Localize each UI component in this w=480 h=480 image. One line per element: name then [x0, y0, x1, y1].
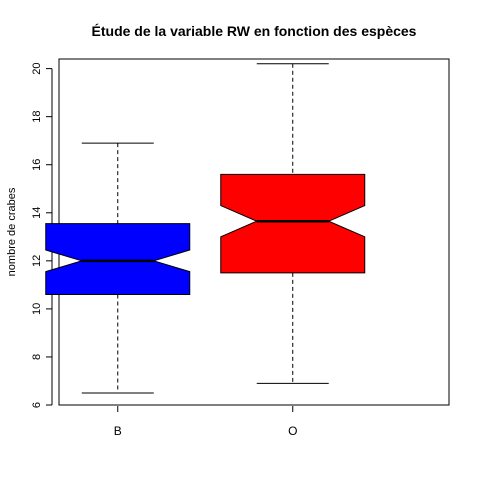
y-tick-label: 8: [31, 354, 43, 360]
boxes: [45, 63, 366, 394]
y-tick-label: 10: [31, 303, 43, 315]
x-tick-label: O: [288, 424, 297, 438]
box-O: [220, 63, 366, 384]
y-axis-label: nombre de crabes: [6, 187, 18, 276]
y-tick-label: 12: [31, 255, 43, 267]
box-B: [45, 142, 191, 394]
box-body: [45, 223, 191, 295]
y-tick-label: 6: [31, 402, 43, 408]
y-axis: 6 8 10 12 14 16 18 20: [31, 62, 53, 408]
y-tick-label: 20: [31, 62, 43, 74]
y-tick-label: 18: [31, 111, 43, 123]
y-tick-label: 14: [31, 207, 43, 219]
chart-title: Étude de la variable RW en fonction des …: [92, 23, 417, 39]
x-tick-label: B: [114, 424, 122, 438]
box-body: [220, 173, 366, 274]
y-tick-label: 16: [31, 159, 43, 171]
